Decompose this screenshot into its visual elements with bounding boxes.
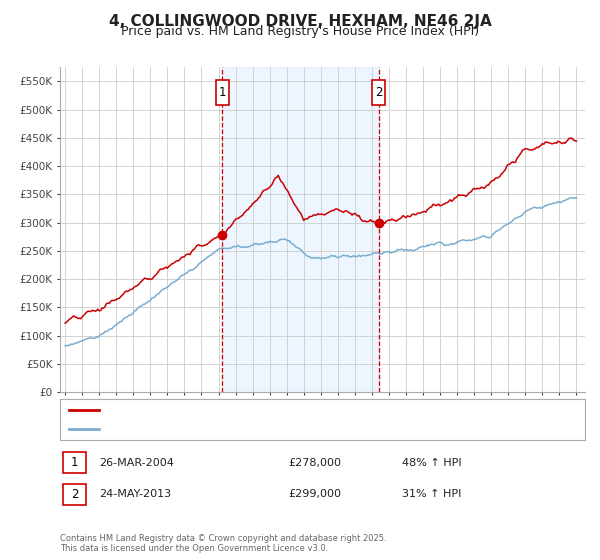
Bar bbox=[223, 67, 379, 392]
Text: 1: 1 bbox=[218, 86, 226, 99]
Text: 4, COLLINGWOOD DRIVE, HEXHAM, NE46 2JA (detached house): 4, COLLINGWOOD DRIVE, HEXHAM, NE46 2JA (… bbox=[105, 405, 434, 415]
Text: Contains HM Land Registry data © Crown copyright and database right 2025.
This d: Contains HM Land Registry data © Crown c… bbox=[60, 534, 386, 553]
Text: 26-MAR-2004: 26-MAR-2004 bbox=[99, 458, 174, 468]
Text: £278,000: £278,000 bbox=[288, 458, 341, 468]
Text: 1: 1 bbox=[71, 456, 78, 469]
Text: 2: 2 bbox=[375, 86, 382, 99]
Text: 2: 2 bbox=[71, 488, 78, 501]
Text: £299,000: £299,000 bbox=[288, 489, 341, 500]
Text: HPI: Average price, detached house, Northumberland: HPI: Average price, detached house, Nort… bbox=[105, 424, 384, 433]
FancyBboxPatch shape bbox=[372, 80, 385, 105]
Text: 24-MAY-2013: 24-MAY-2013 bbox=[99, 489, 171, 500]
FancyBboxPatch shape bbox=[216, 80, 229, 105]
Text: 48% ↑ HPI: 48% ↑ HPI bbox=[402, 458, 461, 468]
Text: 31% ↑ HPI: 31% ↑ HPI bbox=[402, 489, 461, 500]
Text: 4, COLLINGWOOD DRIVE, HEXHAM, NE46 2JA: 4, COLLINGWOOD DRIVE, HEXHAM, NE46 2JA bbox=[109, 14, 491, 29]
Text: Price paid vs. HM Land Registry's House Price Index (HPI): Price paid vs. HM Land Registry's House … bbox=[121, 25, 479, 38]
